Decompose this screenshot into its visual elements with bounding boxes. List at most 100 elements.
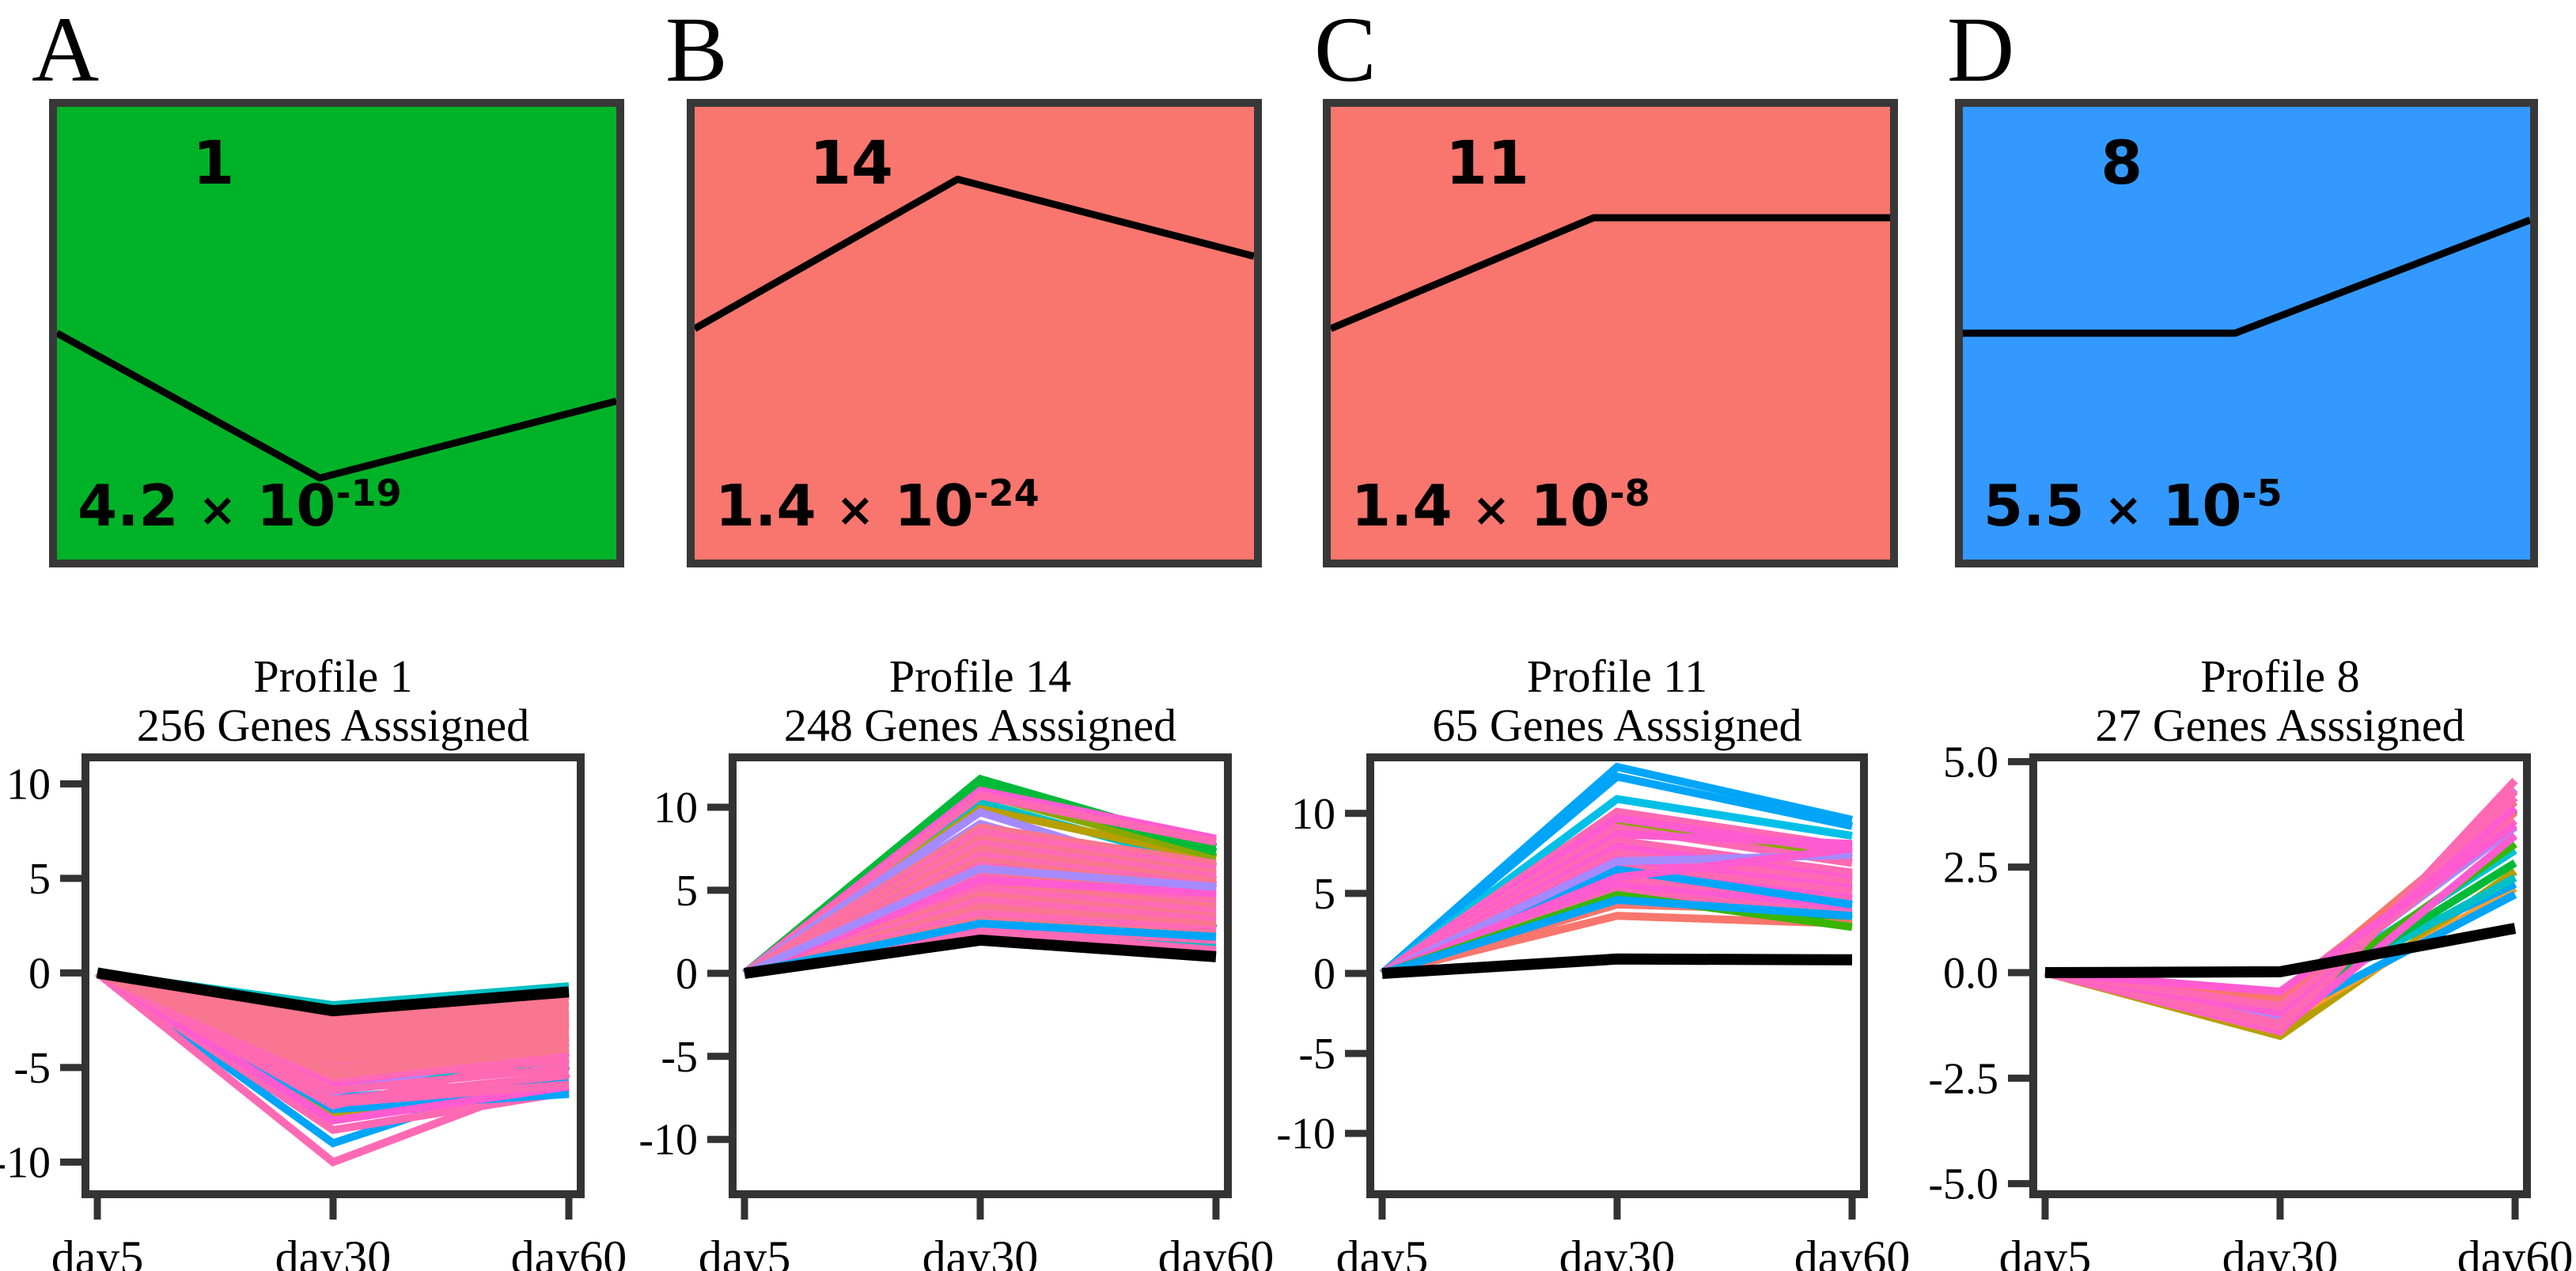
y-tick-label: 0: [1313, 950, 1335, 999]
gene-line: [95, 969, 570, 1125]
y-tick-label: 10: [653, 783, 698, 833]
x-tick-label: day30: [1559, 1231, 1676, 1271]
profile-number: 11: [1445, 127, 1529, 198]
gene-line: [1381, 895, 1853, 977]
gene-line: [742, 864, 1217, 977]
x-tick-label: day60: [1794, 1231, 1911, 1271]
profile-trend-svg: [1963, 107, 2530, 560]
gene-line: [2044, 821, 2517, 996]
profile-trend-line: [695, 180, 1254, 329]
chart-title-line1: Profile 1: [253, 651, 413, 702]
p-value-base: 10: [1530, 472, 1610, 539]
profile-number: 1: [192, 127, 235, 198]
x-tick-label: day5: [699, 1231, 791, 1271]
panel-letter: B: [665, 0, 728, 101]
profile-trend-svg: [695, 107, 1254, 560]
panel-d: D 8 5.5 × 10-5 Profile 8 27 Genes Asssig…: [1928, 0, 2576, 1271]
x-tick-label: day30: [922, 1231, 1039, 1271]
p-value-mantissa: 4.2: [78, 472, 179, 539]
chart-title-line2: 65 Genes Asssigned: [1432, 700, 1802, 752]
profile-box: 8 5.5 × 10-5: [1955, 99, 2538, 567]
gene-line: [1381, 844, 1853, 977]
chart-title-line1: Profile 14: [888, 651, 1072, 702]
model-mean-line: [2044, 923, 2517, 978]
profile-number: 14: [809, 127, 893, 198]
chart-title-line1: Profile 11: [1526, 651, 1708, 702]
x-tick-label: day30: [275, 1231, 392, 1271]
panel-a: A 1 4.2 × 10-19 Profile 1 256 Genes Asss…: [0, 0, 644, 1271]
y-tick-label: 0.0: [1943, 949, 1998, 998]
p-value-exponent: -19: [335, 472, 402, 514]
profile-box: 1 4.2 × 10-19: [49, 99, 624, 567]
chart-title: Profile 11 65 Genes Asssigned: [1370, 651, 1864, 752]
profile-trend-line: [1963, 220, 2530, 333]
x-tick-label: day5: [51, 1231, 144, 1271]
x-tick-label: day60: [511, 1231, 627, 1271]
y-tick-label: -5.0: [1928, 1160, 1998, 1209]
x-tick-label: day60: [2457, 1231, 2574, 1271]
model-mean-line: [744, 934, 1217, 979]
p-value-base: 10: [256, 472, 336, 539]
p-value-exponent: -5: [2241, 472, 2282, 514]
p-value-mantissa: 1.4: [1351, 472, 1453, 539]
panel-letter: D: [1947, 0, 2015, 101]
p-value-base: 10: [2162, 472, 2242, 539]
y-tick-label: 0: [28, 949, 51, 998]
profile-number: 8: [2101, 127, 2143, 198]
multiply-sign: ×: [835, 483, 875, 537]
p-value: 1.4 × 10-24: [715, 472, 1040, 539]
gene-line: [741, 791, 1217, 977]
gene-line: [1379, 772, 1854, 977]
model-mean-line: [1381, 953, 1853, 979]
profile-line-chart: 10 5 0 -5 -10 day5 day30 day60: [638, 753, 1275, 1271]
y-tick-label: -2.5: [1928, 1054, 1998, 1103]
x-tick-label: day5: [1999, 1231, 2092, 1271]
y-tick-label: 5: [1313, 870, 1335, 919]
chart-frame: [729, 753, 1232, 1198]
x-tick-label: day60: [1158, 1231, 1275, 1271]
multiply-sign: ×: [198, 483, 237, 537]
profile-trend-svg: [57, 107, 616, 560]
chart-title: Profile 14 248 Genes Asssigned: [733, 651, 1228, 752]
model-mean-line: [96, 967, 570, 1017]
y-tick-label: -5: [13, 1044, 51, 1093]
panel-letter: C: [1314, 0, 1377, 101]
chart-frame: [2029, 753, 2531, 1198]
gene-line: [95, 969, 570, 1104]
x-tick-label: day30: [2222, 1231, 2339, 1271]
p-value: 5.5 × 10-5: [1983, 472, 2282, 539]
p-value-base: 10: [894, 472, 974, 539]
chart-title-line2: 256 Genes Asssigned: [136, 700, 530, 752]
y-tick-label: 5: [676, 867, 698, 916]
profile-trend-svg: [1331, 107, 1890, 560]
p-value-exponent: -8: [1609, 472, 1650, 514]
p-value-mantissa: 5.5: [1983, 472, 2085, 539]
chart-title: Profile 1 256 Genes Asssigned: [85, 651, 581, 752]
panel-c: C 11 1.4 × 10-8 Profile 11 65 Genes Asss…: [1276, 0, 1932, 1271]
multiply-sign: ×: [2104, 483, 2143, 537]
y-tick-label: -10: [638, 1116, 698, 1165]
p-value: 4.2 × 10-19: [78, 472, 402, 539]
y-tick-label: 10: [1291, 790, 1335, 839]
profile-line-chart: 10 5 0 -5 -10 day5 day30 day60: [1276, 753, 1911, 1271]
profile-trend-line: [57, 333, 616, 478]
y-tick-label: 2.5: [1943, 844, 1998, 893]
y-tick-label: 5.0: [1943, 738, 1998, 787]
p-value: 1.4 × 10-8: [1351, 472, 1650, 539]
panel-b: B 14 1.4 × 10-24 Profile 14 248 Genes As…: [638, 0, 1288, 1271]
y-tick-label: -10: [0, 1138, 51, 1187]
y-tick-label: -5: [661, 1033, 698, 1082]
chart-title-line2: 248 Genes Asssigned: [783, 700, 1177, 752]
panel-letter: A: [32, 0, 100, 101]
multiply-sign: ×: [1472, 483, 1511, 537]
profile-box: 11 1.4 × 10-8: [1323, 99, 1898, 567]
chart-frame: [81, 753, 585, 1198]
chart-title-line2: 27 Genes Asssigned: [2095, 700, 2465, 752]
profile-line-chart: 10 5 0 -5 -10 day5 day30 day60: [0, 753, 627, 1271]
y-tick-label: -5: [1298, 1030, 1335, 1079]
p-value-mantissa: 1.4: [715, 472, 816, 539]
y-tick-label: 10: [6, 760, 51, 809]
y-tick-label: 5: [28, 855, 51, 904]
